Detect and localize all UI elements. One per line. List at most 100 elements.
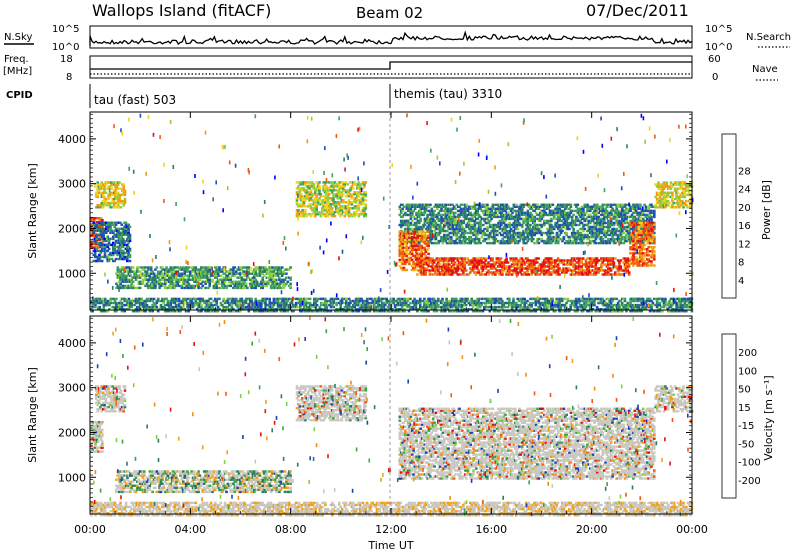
range-gate-cell [416,234,419,237]
range-gate-cell [450,231,453,235]
range-gate-cell [204,274,207,277]
range-gate-cell [563,267,567,270]
range-gate-cell [430,221,434,225]
range-gate-cell [590,269,593,272]
range-gate-cell [336,197,339,200]
range-gate-cell [587,229,591,233]
range-gate-cell [173,266,177,269]
range-gate-cell [306,195,310,198]
range-gate-cell [454,207,457,210]
range-gate-cell [424,207,428,210]
range-gate-cell [102,255,105,259]
range-gate-cell [419,234,422,237]
range-gate-cell [304,205,307,208]
range-gate-cell [615,227,618,231]
range-gate-cell [473,221,477,225]
range-gate-cell [612,239,616,243]
range-gate-cell [518,235,521,239]
range-gate-cell [239,280,242,283]
range-gate-cell [570,209,574,213]
range-gate-cell [483,231,486,235]
range-gate-cell [127,268,131,271]
range-gate-cell [542,269,546,272]
range-gate-cell [415,203,418,206]
range-gate-cell [569,203,573,206]
range-gate-cell [568,223,571,227]
range-gate-cell [493,241,496,245]
range-gate-cell [431,225,435,229]
range-gate-cell [402,260,406,264]
range-gate-cell [399,242,403,245]
range-gate-cell [543,207,546,210]
range-gate-cell [489,267,493,270]
range-gate-cell [641,229,645,233]
range-gate-cell [566,263,570,266]
range-gate-cell [570,269,574,272]
range-gate-cell [495,257,499,260]
range-gate-cell [481,265,485,268]
range-gate-cell [566,207,570,210]
range-gate-cell [445,235,449,239]
range-gate-cell [114,235,118,238]
range-gate-cell [123,197,127,201]
range-gate-cell [486,225,489,229]
range-gate-cell [525,223,528,227]
range-gate-cell [625,203,628,206]
range-gate-cell [467,263,471,266]
range-gate-cell [644,205,648,208]
range-gate-cell [557,225,560,229]
range-gate-cell [501,227,504,231]
range-gate-cell [504,235,507,239]
range-gate-cell [116,229,119,232]
range-gate-cell [597,267,600,270]
range-gate-cell [137,280,140,283]
range-gate-cell [640,256,643,259]
range-gate-cell [415,217,418,221]
range-gate-cell [627,259,631,262]
range-gate-cell [498,239,502,243]
range-gate-cell [399,266,403,270]
range-gate-cell [282,284,285,288]
range-gate-cell [412,209,415,213]
range-gate-cell [134,272,138,275]
range-gate-cell [640,219,644,223]
range-gate-cell [579,241,582,245]
range-gate-cell [579,267,582,270]
range-gate-cell [318,197,321,200]
range-gate-cell [109,225,112,228]
range-gate-cell [608,223,612,227]
range-gate-cell [532,227,535,231]
range-gate-cell [420,259,423,262]
range-gate-cell [590,261,593,264]
range-gate-cell [533,267,536,270]
range-gate-cell [423,223,427,227]
range-gate-cell [405,258,408,262]
range-gate-cell [415,211,418,215]
range-gate-cell [558,259,561,262]
range-gate-cell [136,266,139,269]
range-gate-cell [251,278,255,281]
range-gate-cell [583,235,587,239]
range-gate-cell [634,233,638,237]
range-gate-cell [420,250,423,253]
range-gate-cell [469,263,472,266]
range-gate-cell [447,233,450,237]
range-gate-cell [547,221,550,225]
range-gate-cell [626,215,630,219]
range-gate-cell [137,286,140,290]
range-gate-cell [112,247,115,251]
range-gate-cell [112,245,115,249]
range-gate-cell [607,273,610,276]
range-gate-cell [587,235,591,239]
range-gate-cell [512,229,516,233]
range-gate-cell [319,203,323,206]
range-gate-cell [172,282,175,285]
range-gate-cell [343,211,346,214]
range-gate-cell [494,207,498,210]
range-gate-cell [486,221,489,225]
range-gate-cell [110,221,114,224]
range-gate-cell [326,203,330,206]
range-gate-cell [452,241,456,245]
range-gate-cell [507,213,510,217]
range-gate-cell [435,267,439,270]
